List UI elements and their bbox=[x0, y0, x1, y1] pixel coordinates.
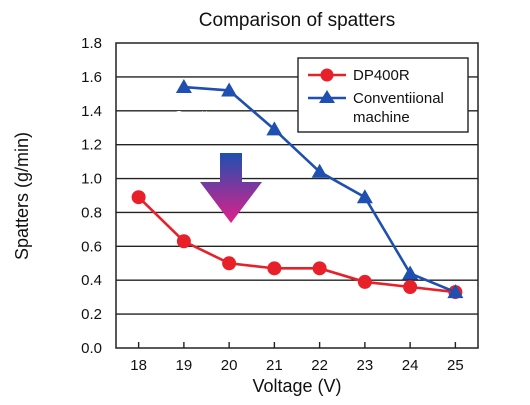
data-point bbox=[267, 261, 282, 276]
legend-marker-conventional bbox=[319, 90, 335, 103]
x-tick-label: 23 bbox=[357, 357, 374, 374]
series-line-0 bbox=[137, 196, 456, 294]
x-tick-label: 21 bbox=[266, 357, 283, 374]
x-tick-label: 18 bbox=[130, 357, 147, 374]
y-tick-label: 0.2 bbox=[81, 306, 102, 323]
annotation-text: reduction bbox=[171, 125, 233, 142]
data-point bbox=[175, 79, 192, 94]
x-tick-label: 19 bbox=[176, 357, 193, 374]
data-point bbox=[266, 121, 283, 136]
y-tick-label: 1.0 bbox=[81, 171, 102, 188]
chart-title: Comparison of spatters bbox=[199, 10, 395, 31]
data-point bbox=[357, 274, 372, 289]
x-tick-label: 25 bbox=[447, 357, 464, 374]
data-point bbox=[222, 256, 237, 271]
legend-label: DP400R bbox=[353, 67, 410, 84]
data-point bbox=[402, 265, 419, 280]
y-tick-label: 1.2 bbox=[81, 137, 102, 154]
data-point bbox=[356, 189, 373, 204]
annotation-text: Spatter bbox=[174, 108, 222, 125]
reduction-arrow bbox=[200, 153, 262, 223]
x-tick-label: 20 bbox=[221, 357, 238, 374]
legend-label: Conventiional bbox=[353, 90, 444, 107]
data-point bbox=[403, 280, 418, 294]
data-point bbox=[447, 284, 464, 299]
data-point bbox=[312, 261, 327, 276]
data-point bbox=[311, 163, 328, 178]
x-axis-title: Voltage (V) bbox=[252, 376, 341, 396]
y-tick-label: 1.8 bbox=[81, 35, 102, 52]
y-tick-label: 1.6 bbox=[81, 69, 102, 86]
x-tick-label: 24 bbox=[402, 357, 419, 374]
y-tick-label: 0.0 bbox=[81, 340, 102, 357]
legend-marker-dp400r bbox=[320, 68, 334, 82]
y-tick-label: 0.6 bbox=[81, 238, 102, 255]
y-tick-label: 0.4 bbox=[81, 272, 102, 289]
y-tick-label: 1.4 bbox=[81, 103, 102, 120]
data-point bbox=[131, 190, 146, 205]
data-point bbox=[176, 234, 191, 249]
x-tick-label: 22 bbox=[311, 357, 328, 374]
y-axis-title: Spatters (g/min) bbox=[12, 132, 32, 260]
y-tick-label: 0.8 bbox=[81, 204, 102, 221]
data-point bbox=[221, 82, 238, 97]
legend-label: machine bbox=[353, 109, 410, 126]
